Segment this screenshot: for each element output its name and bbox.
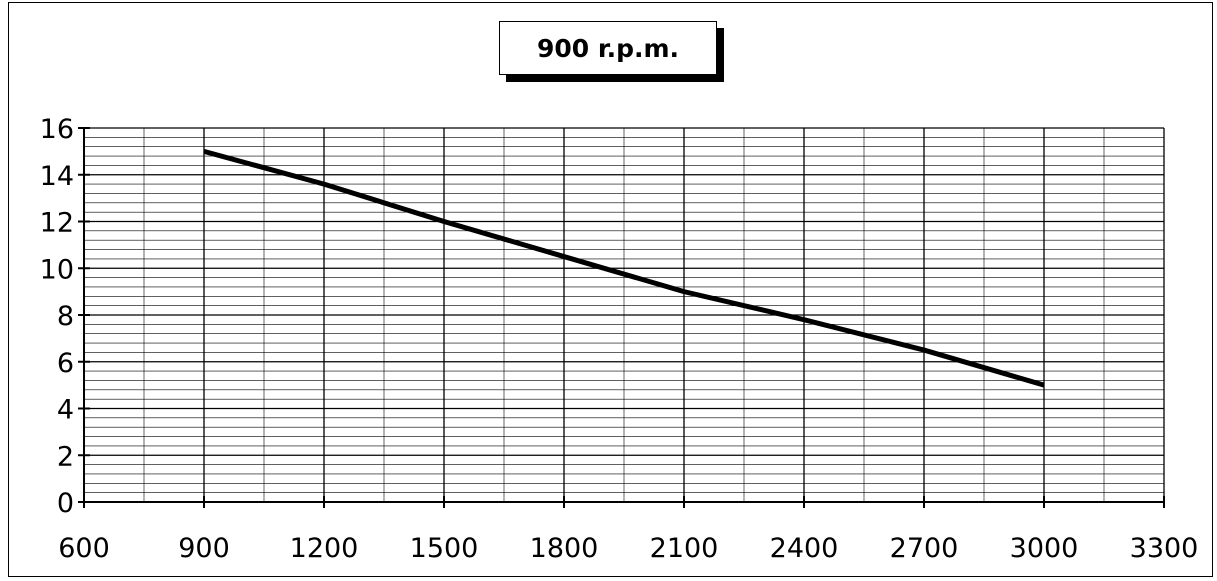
- tick-marks: [78, 128, 1164, 508]
- x-tick-label: 600: [58, 533, 110, 564]
- x-tick-label: 1800: [530, 533, 599, 564]
- y-tick-label: 16: [40, 114, 74, 145]
- y-tick-label: 12: [40, 208, 74, 239]
- y-tick-label: 6: [57, 348, 74, 379]
- y-tick-label: 4: [57, 395, 74, 426]
- x-tick-label: 3300: [1130, 533, 1199, 564]
- x-tick-label: 2100: [650, 533, 719, 564]
- y-tick-label: 10: [40, 254, 74, 285]
- y-tick-label: 0: [57, 488, 74, 519]
- x-tick-label: 900: [178, 533, 230, 564]
- x-tick-label: 1500: [410, 533, 479, 564]
- x-tick-label: 2400: [770, 533, 839, 564]
- x-tick-label: 1200: [290, 533, 359, 564]
- y-tick-labels: 0 2 4 6 8 10 12 14 16: [40, 114, 74, 519]
- y-tick-label: 14: [40, 161, 74, 192]
- x-tick-labels: 600 900 1200 1500 1800 2100 2400 2700 3000 3300: [58, 533, 1198, 564]
- y-tick-label: 8: [57, 301, 74, 332]
- x-tick-label: 2700: [890, 533, 959, 564]
- x-tick-label: 3000: [1010, 533, 1079, 564]
- y-tick-label: 2: [57, 441, 74, 472]
